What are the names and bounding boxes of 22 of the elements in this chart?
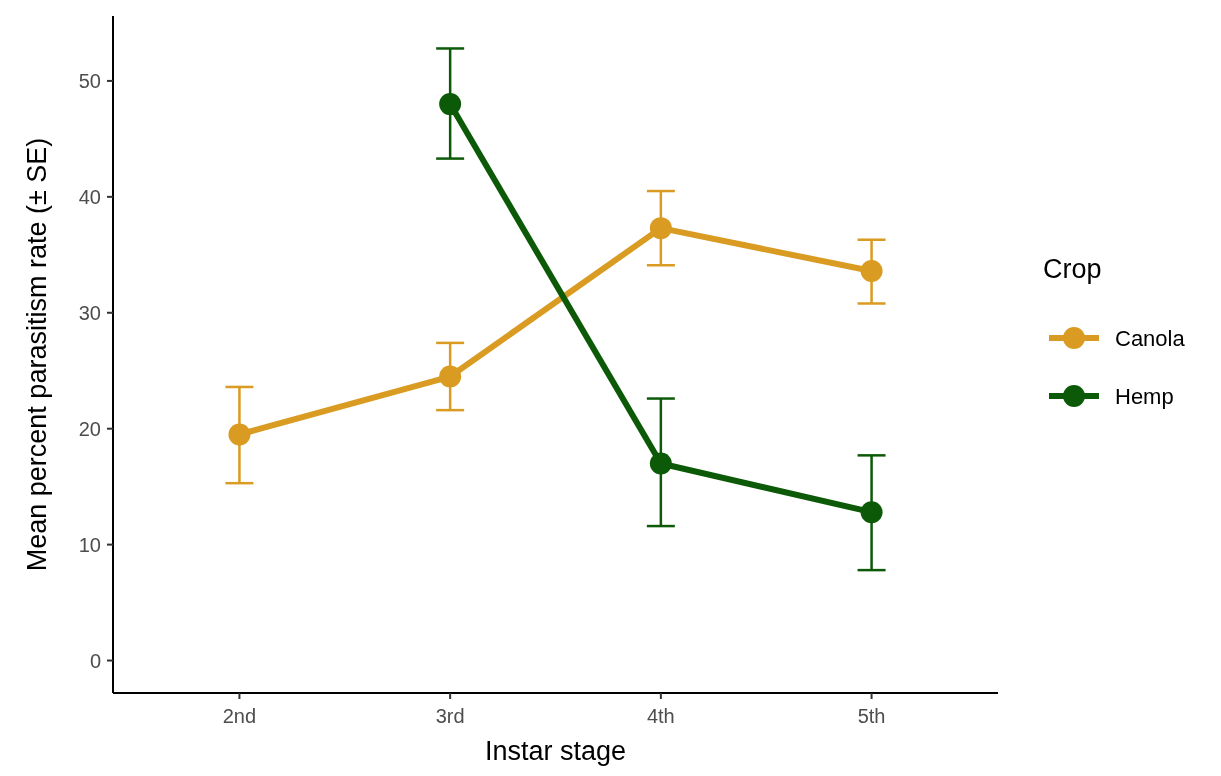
legend-label: Canola (1115, 325, 1186, 351)
point (860, 260, 883, 283)
point (439, 93, 462, 116)
x-tick-label: 5th (857, 705, 886, 727)
legend-title: Crop (1043, 254, 1102, 284)
x-axis-title: Instar stage (484, 736, 627, 766)
legend-label: Hemp (1115, 383, 1174, 409)
x-tick-label: 2nd (222, 705, 257, 727)
y-axis-title: Mean percent parasitism rate (± SE) (22, 137, 52, 572)
y-tick-label: 0 (89, 649, 101, 672)
point (649, 217, 672, 240)
y-tick-label: 40 (78, 185, 101, 208)
x-tick-label: 4th (646, 705, 675, 727)
point (649, 452, 672, 475)
y-tick-label: 30 (78, 301, 101, 324)
y-tick-label: 20 (78, 417, 101, 440)
point (439, 365, 462, 388)
y-tick-label: 10 (78, 533, 101, 556)
y-tick-label: 50 (78, 69, 101, 92)
x-tick-label: 3rd (435, 705, 465, 727)
point (860, 501, 883, 524)
point (228, 423, 251, 446)
